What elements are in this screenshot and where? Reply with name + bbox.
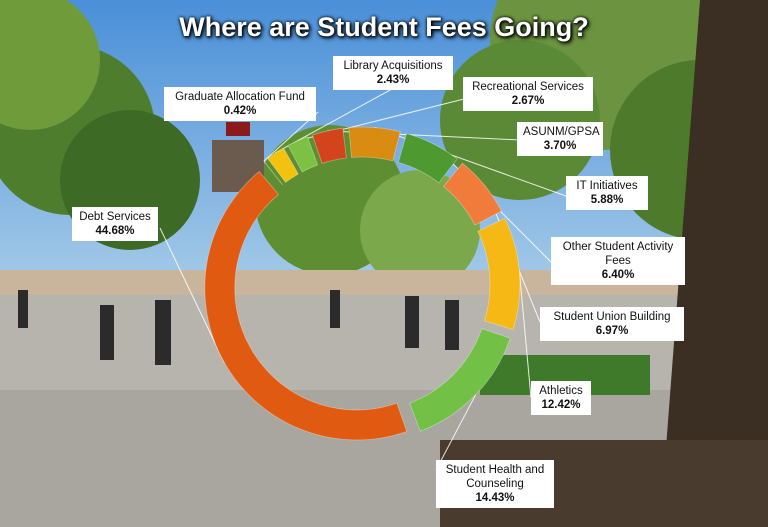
- leader-line-8: [519, 273, 532, 399]
- label-recreational-services: Recreational Services 2.67%: [463, 77, 593, 111]
- label-student-union-building: Student Union Building 6.97%: [540, 307, 684, 341]
- label-graduate-allocation-fund: Graduate Allocation Fund 0.42%: [164, 87, 316, 121]
- slice-other-student-activity-fees: [397, 133, 458, 184]
- slice-student-health-and-counseling: [409, 328, 511, 432]
- slice-debt-services: [204, 170, 408, 441]
- label-other-student-activity-fees: Other Student Activity Fees 6.40%: [551, 237, 685, 285]
- label-asunm-gpsa: ASUNM/GPSA 3.70%: [517, 122, 603, 156]
- slice-graduate-allocation-fund: [263, 160, 284, 186]
- label-library-acquisitions: Library Acquisitions 2.43%: [333, 56, 453, 90]
- label-student-health-and-counseling: Student Health and Counseling 14.43%: [436, 460, 554, 508]
- slice-student-union-building: [442, 162, 503, 226]
- label-it-initiatives: IT Initiatives 5.88%: [566, 176, 648, 210]
- leader-line-9: [435, 394, 477, 471]
- slice-asunm-gpsa: [312, 127, 347, 164]
- leader-line-0: [159, 227, 226, 364]
- slice-library-acquisitions: [267, 147, 299, 183]
- slice-recreational-services: [287, 136, 319, 173]
- slice-athletics: [477, 217, 521, 331]
- label-debt-services: Debt Services 44.68%: [72, 207, 158, 241]
- label-athletics: Athletics 12.42%: [531, 381, 591, 415]
- slice-it-initiatives: [348, 126, 401, 162]
- chart-title: Where are Student Fees Going?: [179, 12, 589, 42]
